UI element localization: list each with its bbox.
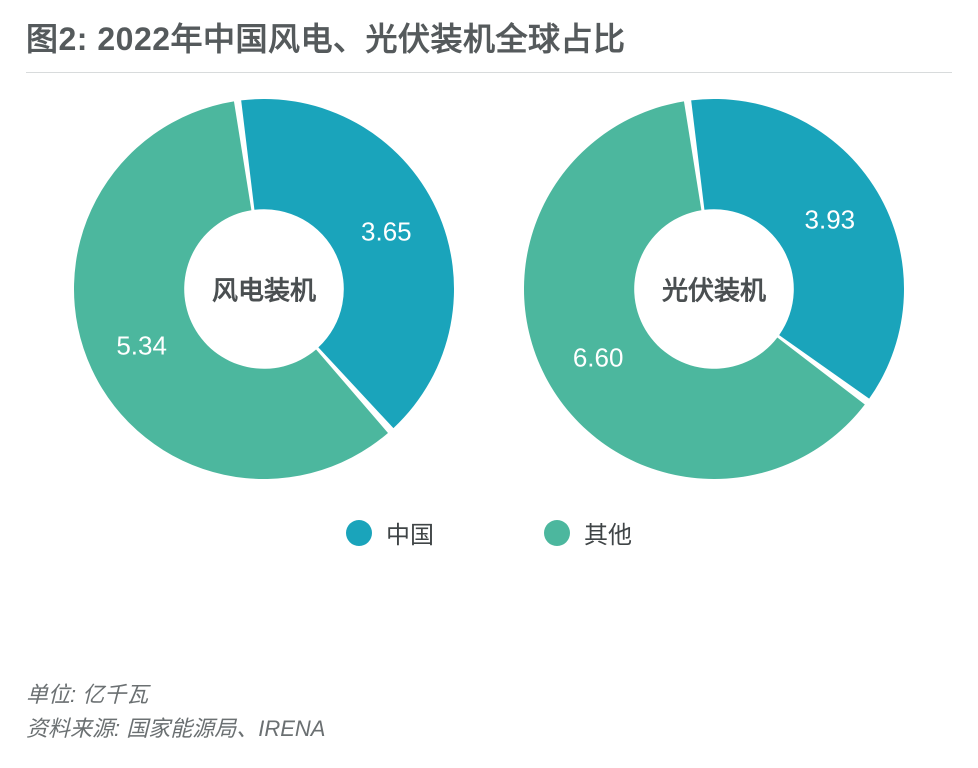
figure-container: 图2: 2022年中国风电、光伏装机全球占比 3.65 5.34 风电装机 3.93…: [0, 0, 978, 768]
legend-item-china: 中国: [346, 515, 434, 550]
title-divider: [26, 72, 952, 73]
footnotes: 单位: 亿千瓦 资料来源: 国家能源局、IRENA: [26, 678, 325, 746]
donut-center-label: 风电装机: [212, 271, 316, 308]
source-note: 资料来源: 国家能源局、IRENA: [26, 712, 325, 746]
donut-wind: 3.65 5.34 风电装机: [74, 99, 454, 479]
slice-value-other: 6.60: [573, 343, 624, 374]
slice-value-china: 3.65: [361, 217, 412, 248]
figure-title: 图2: 2022年中国风电、光伏装机全球占比: [26, 14, 952, 60]
donut-center-label: 光伏装机: [662, 271, 766, 308]
legend: 中国 其他: [26, 515, 952, 550]
legend-label-other: 其他: [584, 515, 632, 550]
legend-label-china: 中国: [386, 515, 434, 550]
charts-row: 3.65 5.34 风电装机 3.93 6.60 光伏装机: [26, 99, 952, 479]
slice-value-other: 5.34: [116, 330, 167, 361]
legend-swatch-china: [346, 520, 372, 546]
legend-item-other: 其他: [544, 515, 632, 550]
unit-note: 单位: 亿千瓦: [26, 678, 325, 712]
donut-solar: 3.93 6.60 光伏装机: [524, 99, 904, 479]
legend-swatch-other: [544, 520, 570, 546]
slice-value-china: 3.93: [805, 204, 856, 235]
